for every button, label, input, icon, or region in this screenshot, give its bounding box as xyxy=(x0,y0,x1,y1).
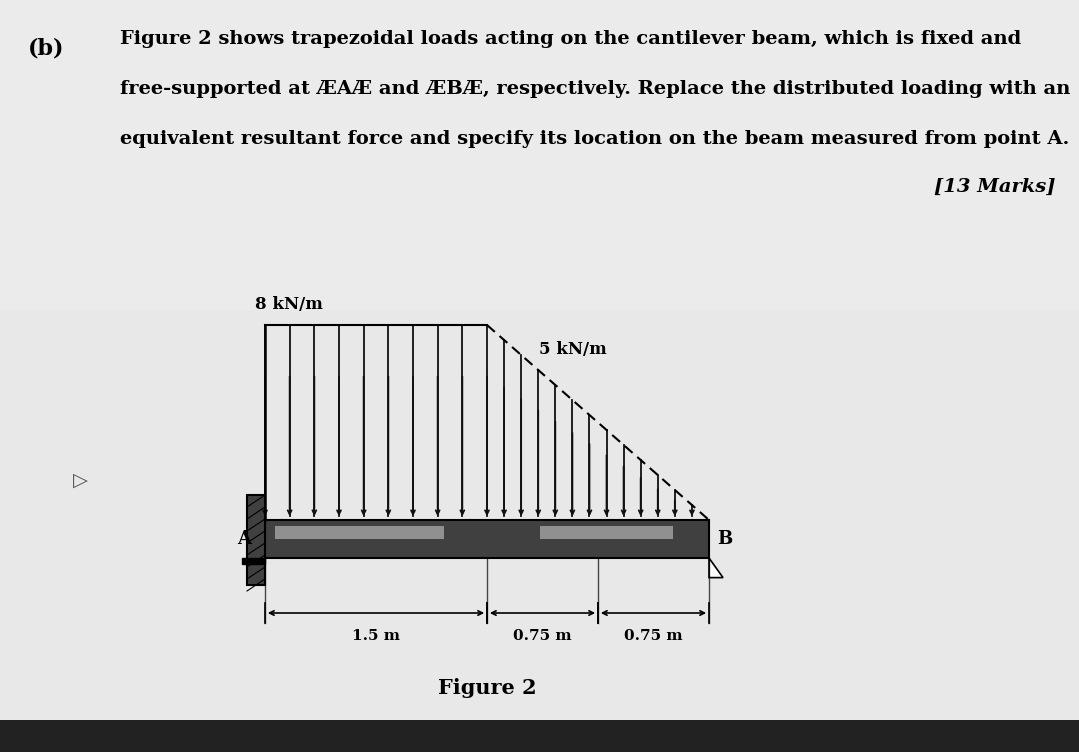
Text: free-supported at ÆAÆ and ÆBÆ, respectively. Replace the distributed loading wit: free-supported at ÆAÆ and ÆBÆ, respectiv… xyxy=(120,80,1070,98)
Text: 8 kN/m: 8 kN/m xyxy=(255,296,323,313)
Text: Figure 2 shows trapezoidal loads acting on the cantilever beam, which is fixed a: Figure 2 shows trapezoidal loads acting … xyxy=(120,30,1021,48)
Bar xyxy=(242,558,265,564)
Bar xyxy=(541,526,673,539)
Bar xyxy=(0,0,1079,310)
Text: Figure 2: Figure 2 xyxy=(438,678,536,698)
Bar xyxy=(0,720,1079,752)
Text: [13 Marks]: [13 Marks] xyxy=(933,178,1055,196)
Text: 1.5 m: 1.5 m xyxy=(352,629,400,643)
Text: ▷: ▷ xyxy=(72,471,87,490)
Text: 0.75 m: 0.75 m xyxy=(624,629,683,643)
Text: 0.75 m: 0.75 m xyxy=(514,629,572,643)
Text: A: A xyxy=(237,530,251,548)
Bar xyxy=(275,526,443,539)
Polygon shape xyxy=(709,558,723,578)
Text: equivalent resultant force and specify its location on the beam measured from po: equivalent resultant force and specify i… xyxy=(120,130,1069,148)
Bar xyxy=(265,520,709,558)
Text: (b): (b) xyxy=(28,38,65,60)
Bar xyxy=(247,495,265,585)
Text: 5 kN/m: 5 kN/m xyxy=(538,341,606,359)
Text: B: B xyxy=(718,530,733,548)
